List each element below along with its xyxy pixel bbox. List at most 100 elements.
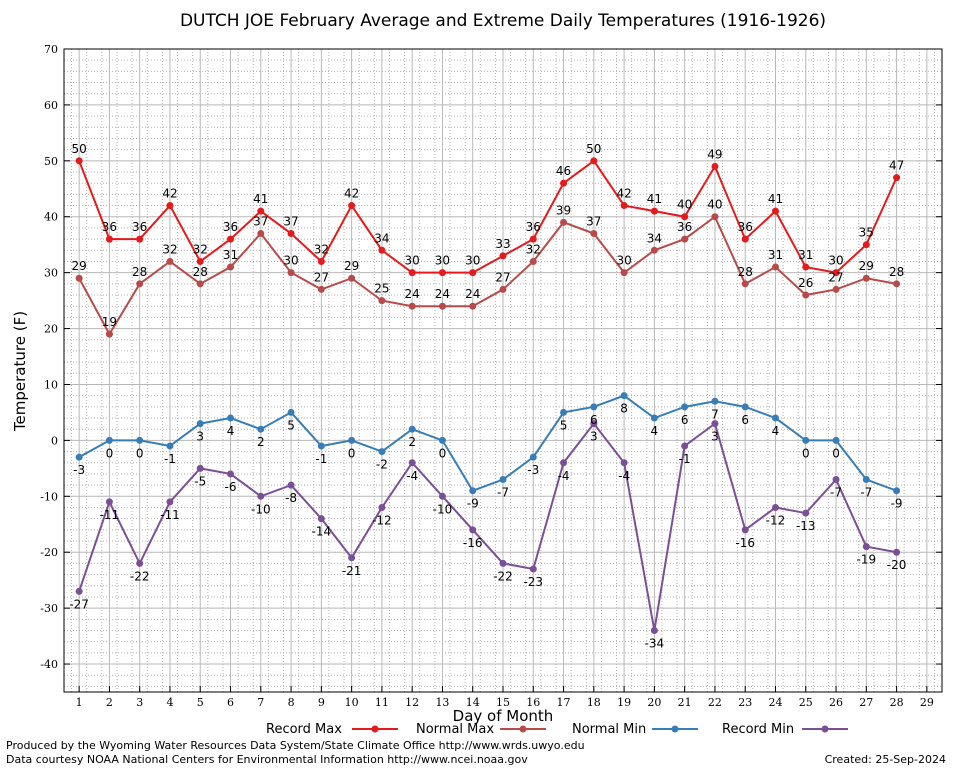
- record-max-point: [408, 269, 416, 277]
- normal-max-data-label: 31: [768, 248, 783, 262]
- normal-min-point: [862, 476, 870, 484]
- normal-min-data-label: 3: [196, 430, 204, 444]
- record-max-data-label: 36: [526, 220, 541, 234]
- record-max-data-label: 41: [647, 192, 662, 206]
- record-min-point: [166, 498, 174, 506]
- x-tick-label: 23: [738, 696, 752, 709]
- footer-created-date: Created: 25-Sep-2024: [825, 753, 946, 766]
- normal-max-data-label: 32: [526, 242, 541, 256]
- legend-label-normal-max: Normal Max: [416, 722, 494, 737]
- x-tick-label: 20: [647, 696, 661, 709]
- record-max-data-label: 30: [405, 254, 420, 268]
- normal-max-point: [196, 280, 204, 288]
- normal-min-point: [348, 436, 356, 444]
- record-max-point: [650, 207, 658, 215]
- footer-credit-line-2: Data courtesy NOAA National Centers for …: [6, 753, 528, 766]
- normal-max-point: [469, 302, 477, 310]
- legend-marker-record-max: [371, 725, 379, 733]
- normal-max-point: [681, 235, 689, 243]
- normal-min-point: [802, 436, 810, 444]
- x-tick-label: 4: [166, 696, 173, 709]
- record-max-data-label: 50: [586, 142, 601, 156]
- x-tick-label: 1: [76, 696, 83, 709]
- record-min-data-label: 3: [590, 430, 598, 444]
- record-max-data-label: 30: [435, 254, 450, 268]
- x-tick-label: 2: [106, 696, 113, 709]
- normal-min-data-label: 4: [651, 424, 659, 438]
- record-min-point: [438, 492, 446, 500]
- y-tick-label: -30: [40, 602, 58, 615]
- record-min-data-label: -13: [796, 519, 816, 533]
- normal-max-point: [105, 330, 113, 338]
- record-min-point: [862, 543, 870, 551]
- normal-min-data-label: -7: [860, 486, 872, 500]
- record-min-data-label: -11: [160, 508, 180, 522]
- normal-min-point: [620, 392, 628, 400]
- record-min-data-label: -22: [493, 569, 513, 583]
- normal-min-data-label: -9: [891, 497, 903, 511]
- normal-max-point: [408, 302, 416, 310]
- record-min-point: [590, 420, 598, 428]
- normal-min-data-label: 5: [560, 418, 568, 432]
- normal-max-data-label: 27: [314, 270, 329, 284]
- x-tick-label: 5: [197, 696, 204, 709]
- record-max-data-label: 35: [859, 226, 874, 240]
- record-min-point: [893, 548, 901, 556]
- normal-min-data-label: 6: [741, 413, 749, 427]
- normal-max-point: [227, 263, 235, 271]
- record-max-point: [711, 162, 719, 170]
- x-tick-label: 14: [466, 696, 480, 709]
- footer-credit-line-1: Produced by the Wyoming Water Resources …: [6, 739, 585, 752]
- record-min-data-label: -8: [285, 491, 297, 505]
- normal-min-data-label: 0: [439, 446, 447, 460]
- normal-min-point: [166, 442, 174, 450]
- record-max-data-label: 32: [193, 242, 208, 256]
- normal-max-data-label: 28: [889, 265, 904, 279]
- record-max-point: [196, 257, 204, 265]
- record-max-data-label: 40: [677, 198, 692, 212]
- x-tick-label: 10: [345, 696, 359, 709]
- x-axis-ticks: 1 2 3 4 5 6 7 8 9 10 11 12 13 14 15 16 17 18 19 20 21 22 23 24 2…: [76, 686, 934, 709]
- normal-max-point: [348, 274, 356, 282]
- normal-max-data-label: 24: [465, 287, 480, 301]
- normal-max-data-label: 29: [71, 259, 86, 273]
- x-tick-label: 11: [375, 696, 389, 709]
- record-max-point: [257, 207, 265, 215]
- x-tick-label: 19: [617, 696, 631, 709]
- record-max-point: [438, 269, 446, 277]
- record-max-data-label: 49: [707, 147, 722, 161]
- y-tick-label: -20: [40, 546, 58, 559]
- normal-min-data-label: 0: [832, 446, 840, 460]
- normal-min-data-label: 4: [227, 424, 235, 438]
- normal-min-point: [227, 414, 235, 422]
- record-max-point: [893, 174, 901, 182]
- chart-title: DUTCH JOE February Average and Extreme D…: [180, 11, 826, 31]
- record-max-point: [469, 269, 477, 277]
- record-min-data-label: -14: [312, 525, 332, 539]
- record-min-point: [529, 565, 537, 573]
- normal-max-data-label: 24: [435, 287, 450, 301]
- record-min-point: [681, 442, 689, 450]
- y-tick-label: -40: [40, 658, 58, 671]
- normal-max-point: [166, 257, 174, 265]
- legend-label-record-min: Record Min: [722, 722, 794, 737]
- record-min-point: [832, 476, 840, 484]
- y-tick-label: -10: [40, 490, 58, 503]
- normal-max-data-label: 31: [223, 248, 238, 262]
- x-tick-label: 21: [678, 696, 692, 709]
- record-min-data-label: -4: [406, 469, 418, 483]
- chart-legend: Record Max Normal Max Normal Min Record Min: [266, 722, 848, 737]
- normal-min-point: [317, 442, 325, 450]
- normal-min-data-label: -3: [73, 463, 85, 477]
- record-min-data-label: -23: [523, 575, 543, 589]
- record-min-point: [227, 470, 235, 478]
- x-tick-label: 3: [136, 696, 143, 709]
- normal-min-point: [136, 436, 144, 444]
- record-min-line: [78, 421, 897, 631]
- x-tick-label: 9: [318, 696, 325, 709]
- normal-max-data-label: 32: [162, 242, 177, 256]
- record-min-data-label: -12: [372, 513, 392, 527]
- x-tick-label: 27: [859, 696, 873, 709]
- record-max-data-label: 50: [71, 142, 86, 156]
